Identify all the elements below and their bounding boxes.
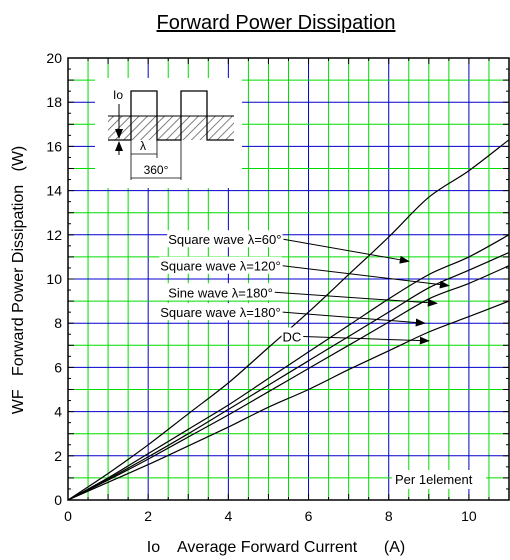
inset-waveform (108, 90, 234, 141)
y-tick-labels: 0 2 4 6 8 10 12 14 16 18 20 (46, 50, 62, 508)
annotation-bg (159, 303, 282, 321)
inset-period-label: 360° (144, 163, 169, 177)
y-tick-label: 20 (46, 50, 62, 66)
note-box-bg (392, 470, 486, 489)
y-tick-label: 6 (54, 359, 62, 375)
annotation-label-2: Square wave λ=120° (160, 259, 280, 274)
annotation-arrow-3 (274, 291, 438, 307)
x-axis-label: Io Average Forward Current (A) (147, 539, 405, 556)
note-text: Per 1element (395, 472, 473, 487)
y-tick-label: 12 (46, 227, 62, 243)
x-tick-label: 0 (64, 508, 72, 524)
annotation-bg (281, 327, 303, 345)
y-tick-label: 2 (54, 448, 62, 464)
chart-title: Forward Power Dissipation (157, 12, 396, 34)
annotation-bg (167, 283, 274, 301)
x-tick-labels: 0 2 4 6 8 10 (64, 508, 477, 524)
annotation-arrow-5 (303, 335, 430, 345)
inset-hatched-band (108, 116, 234, 140)
y-tick-label: 8 (54, 315, 62, 331)
x-tick-label: 4 (224, 508, 232, 524)
annotation-arrow-1 (283, 238, 410, 264)
note-box: Per 1element (392, 470, 486, 489)
y-axis-label: WF Forward Power Dissipation (W) (10, 146, 27, 414)
annotations: Square wave λ=60° Square wave λ=120° Sine … (159, 230, 450, 345)
annotation-label-3: Sine wave λ=180° (168, 285, 273, 300)
axis-ticks (67, 57, 510, 501)
series-line-3 (68, 251, 509, 500)
annotation-bg (167, 230, 283, 248)
series-line-2 (68, 234, 509, 500)
series-line-5 (68, 300, 509, 500)
y-tick-label: 14 (46, 183, 62, 199)
annotation-bg (159, 256, 282, 274)
y-tick-label: 16 (46, 138, 62, 154)
x-tick-label: 8 (385, 508, 393, 524)
y-tick-label: 4 (54, 404, 62, 420)
x-tick-label: 6 (305, 508, 313, 524)
y-tick-label: 0 (54, 492, 62, 508)
waveform-inset: Io λ 360° (95, 78, 242, 188)
annotation-arrow-2 (282, 265, 450, 289)
annotation-arrow-4 (282, 311, 426, 327)
x-tick-label: 10 (461, 508, 477, 524)
inset-lambda-label: λ (140, 139, 146, 153)
annotation-label-4: Square wave λ=180° (160, 305, 280, 320)
annotation-label-1: Square wave λ=60° (168, 232, 281, 247)
x-tick-label: 2 (144, 508, 152, 524)
y-tick-label: 18 (46, 94, 62, 110)
annotation-label-5: DC (282, 329, 301, 344)
y-tick-label: 10 (46, 271, 62, 287)
series-line-4 (68, 265, 509, 500)
inset-io-label: Io (113, 88, 123, 102)
